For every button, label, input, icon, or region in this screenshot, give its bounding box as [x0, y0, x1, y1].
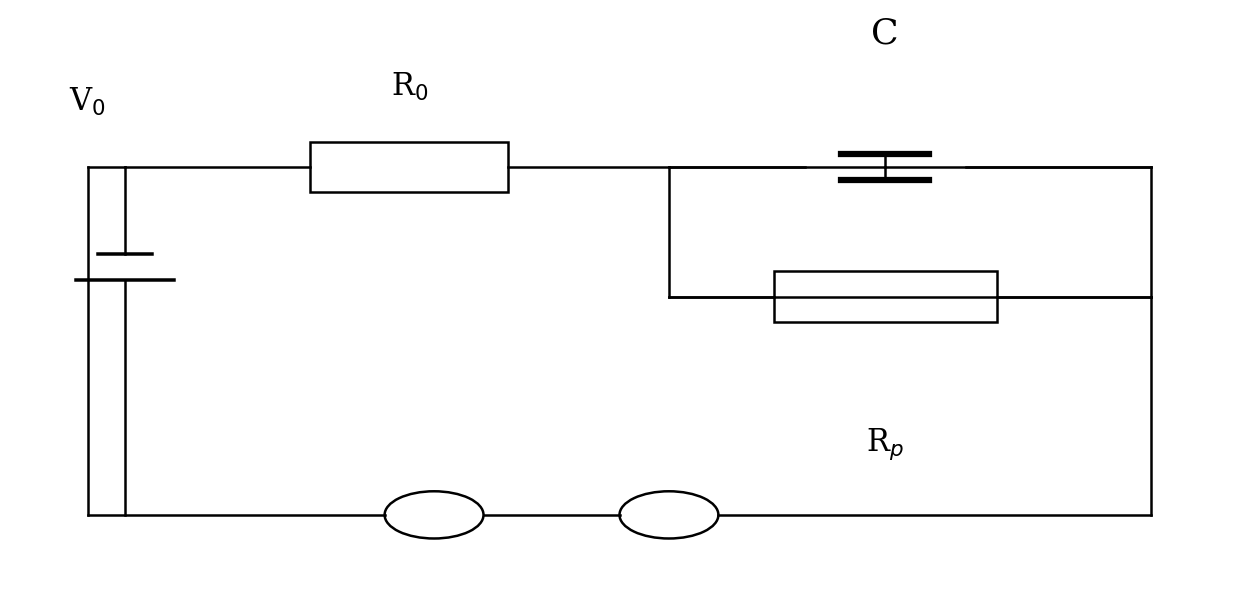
Text: V$_0$: V$_0$: [69, 85, 107, 118]
Text: R$_0$: R$_0$: [390, 71, 427, 103]
Text: C: C: [871, 17, 900, 51]
Bar: [774, 272, 996, 321]
Bar: [311, 142, 508, 192]
Text: R$_p$: R$_p$: [866, 426, 904, 462]
